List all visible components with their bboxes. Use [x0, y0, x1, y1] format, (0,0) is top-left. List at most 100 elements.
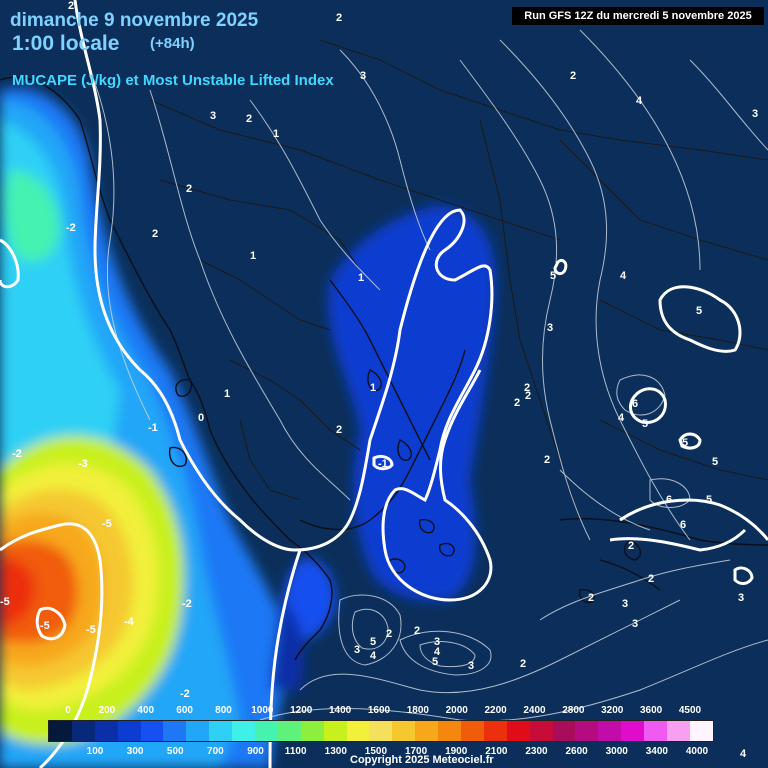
li-label: 2 [524, 382, 531, 394]
li-label: 4 [620, 270, 627, 282]
scale-label-upper: 1800 [406, 705, 429, 716]
li-label: 1 [358, 272, 365, 284]
li-label: 2 [186, 183, 193, 195]
li-label: 5 [682, 437, 689, 449]
li-label: 5 [370, 636, 377, 648]
forecast-offset: (+84h) [150, 35, 195, 52]
lifted-index-contours [89, 29, 768, 722]
scale-label-lower: 2300 [525, 746, 548, 757]
li-label: 2 [336, 12, 343, 24]
color-swatch [71, 721, 95, 741]
color-swatch [255, 721, 278, 741]
li-label: -5 [0, 596, 10, 608]
scale-label-lower: 1900 [445, 746, 468, 757]
scale-label-upper: 1000 [251, 705, 274, 716]
li-label: 2 [336, 424, 343, 436]
li-label: 5 [642, 418, 649, 430]
scale-label-lower: 3000 [605, 746, 628, 757]
copyright: Copyright 2025 Meteociel.fr [350, 754, 494, 766]
parameter-title: MUCAPE (J/kg) et Most Unstable Lifted In… [12, 72, 334, 89]
scale-label-upper: 2000 [445, 705, 468, 716]
li-label: 5 [696, 305, 703, 317]
li-label: 4 [434, 646, 441, 658]
li-label: 5 [550, 270, 557, 282]
color-swatch [461, 721, 484, 741]
li-label: 3 [354, 644, 361, 656]
color-swatch [94, 721, 118, 741]
li-label: 2 [570, 70, 577, 82]
li-label: 5 [432, 656, 439, 668]
li-label: -4 [124, 616, 134, 628]
li-label: 3 [547, 322, 554, 334]
scale-label-upper: 200 [98, 705, 116, 716]
color-swatch [140, 721, 164, 741]
color-swatch [438, 721, 462, 741]
scale-label-upper: 3200 [601, 705, 624, 716]
scale-label-upper: 0 [65, 705, 71, 716]
color-swatch [277, 721, 301, 741]
scale-label-upper: 1600 [367, 705, 391, 716]
li-label: 3 [434, 636, 441, 648]
li-label: 3 [738, 592, 745, 604]
scale-label-lower: 1100 [284, 746, 307, 757]
color-swatch [392, 721, 416, 741]
scale-label-upper: 1400 [329, 705, 352, 716]
scale-label-lower: 100 [86, 746, 104, 757]
li-label: 1 [370, 382, 377, 394]
scale-label-upper: 3600 [640, 705, 663, 716]
scale-label-upper: 2800 [562, 705, 585, 716]
scale-label-lower: 1500 [364, 746, 388, 757]
li-label: 2 [152, 228, 159, 240]
li-label: 2 [386, 628, 393, 640]
li-label: -5 [40, 620, 50, 632]
li-label: 0 [198, 412, 205, 424]
li-label: -1 [148, 422, 158, 434]
li-label: 3 [360, 70, 367, 82]
run-info: Run GFS 12Z du mercredi 5 novembre 2025 [512, 7, 764, 25]
li-label: 2 [414, 625, 421, 637]
coastlines [0, 76, 768, 661]
li-label: 3 [752, 108, 759, 120]
li-label: 2 [246, 113, 253, 125]
color-swatch [689, 721, 713, 741]
scale-label-lower: 500 [166, 746, 184, 757]
li-label: 2 [588, 592, 595, 604]
li-label: -2 [12, 448, 22, 460]
scale-label-lower: 1300 [324, 746, 347, 757]
color-scale [48, 720, 714, 742]
li-label: -2 [66, 222, 76, 234]
scale-label-upper: 4500 [678, 705, 702, 716]
li-label: -3 [78, 458, 88, 470]
color-swatch [483, 721, 507, 741]
mucape-shading [0, 88, 496, 768]
li-label: 3 [468, 660, 475, 672]
scale-label-upper: 400 [137, 705, 155, 716]
li-label: -5 [86, 624, 96, 636]
scale-label-lower: 3400 [645, 746, 668, 757]
color-swatch [49, 721, 72, 741]
li-label: 2 [525, 390, 532, 402]
li-label: 3 [210, 110, 217, 122]
scale-label-lower: 300 [126, 746, 144, 757]
color-swatch [621, 721, 645, 741]
li-label: 2 [544, 454, 551, 466]
li-label: -5 [102, 518, 112, 530]
li-label: -1 [378, 458, 388, 470]
color-swatch [667, 721, 690, 741]
li-label: -2 [182, 598, 192, 610]
color-swatch [415, 721, 439, 741]
li-label: 5 [706, 494, 713, 506]
li-label: 2 [514, 397, 521, 409]
color-swatch [323, 721, 347, 741]
color-swatch [232, 721, 256, 741]
li-label: 4 [636, 95, 643, 107]
li-label: 4 [618, 412, 625, 424]
color-swatch [552, 721, 576, 741]
color-swatch [186, 721, 210, 741]
color-swatch [117, 721, 141, 741]
li-label: 6 [632, 398, 639, 410]
color-swatch [163, 721, 187, 741]
